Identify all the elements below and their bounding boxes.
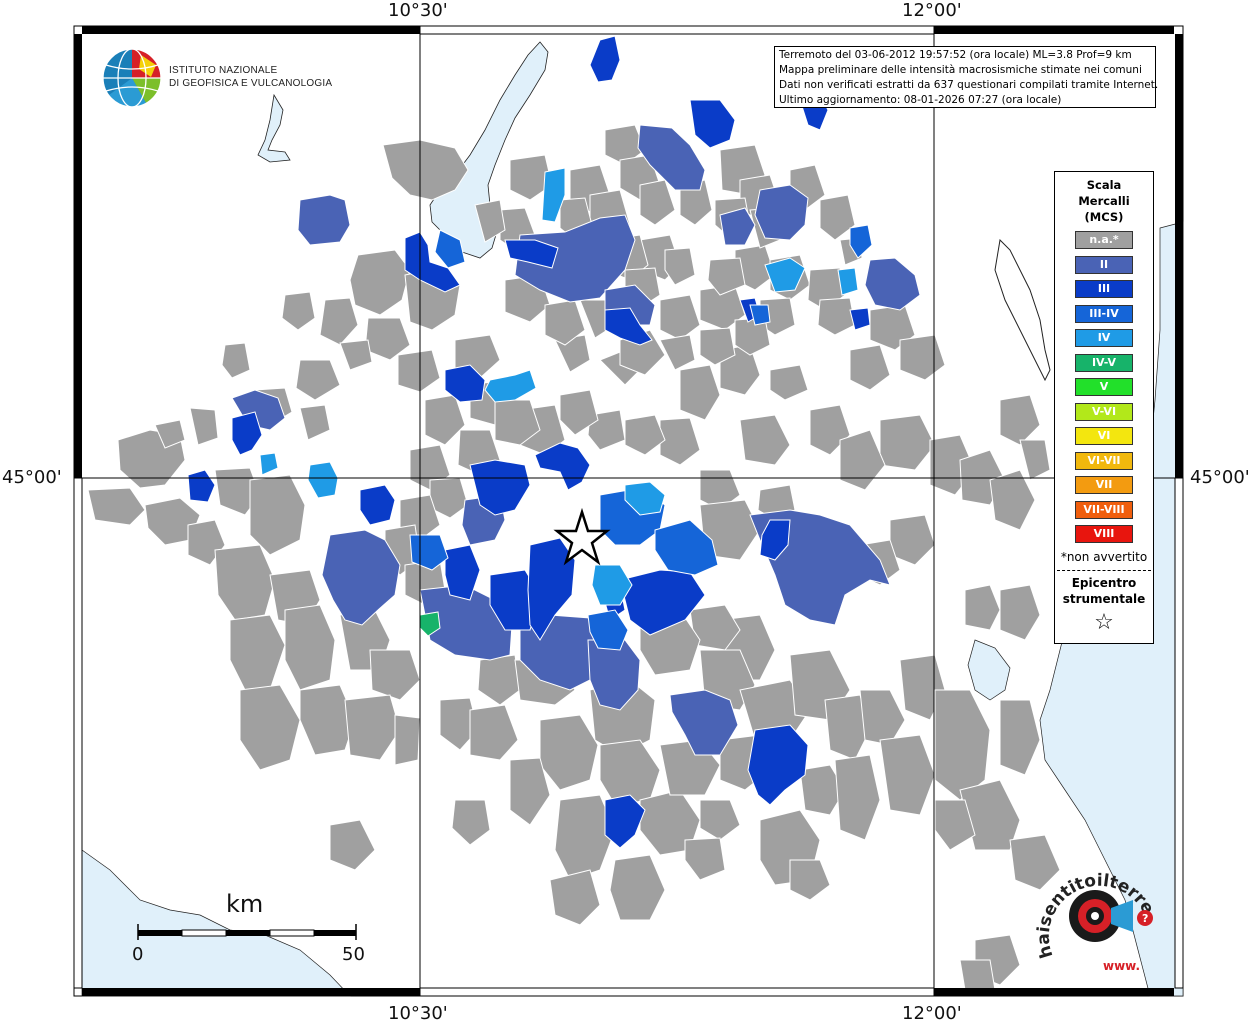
legend-title-line3: (MCS) <box>1084 210 1124 224</box>
lat-label-right: 45°00' <box>1190 467 1250 488</box>
intensity-legend: Scala Mercalli (MCS) n.a.* II III III-IV IV I… <box>1054 171 1154 644</box>
lon-label-bottom-right: 12°00' <box>902 1003 962 1024</box>
ingv-logo-text: ISTITUTO NAZIONALE DI GEOFISICA E VULCAN… <box>169 64 332 90</box>
lake-iseo <box>257 93 291 163</box>
scale-start: 0 <box>132 944 144 965</box>
legend-item-vi-vii: VI-VII <box>1075 451 1133 470</box>
svg-text:?: ? <box>1142 912 1148 925</box>
legend-title: Scala Mercalli (MCS) <box>1055 177 1153 225</box>
lon-label-top-right: 12°00' <box>902 0 962 21</box>
intensity-iii-iv <box>409 224 873 651</box>
scale-end: 50 <box>342 944 365 965</box>
scale-bar <box>137 924 357 940</box>
legend-item-n-a: n.a.* <box>1075 231 1133 249</box>
legend-epicenter-line1: Epicentro <box>1071 575 1137 590</box>
legend-item-v: V <box>1075 378 1133 396</box>
legend-note: *non avvertito <box>1060 549 1148 564</box>
legend-star-icon: ☆ <box>1094 609 1114 635</box>
legend-item-iii-iv: III-IV <box>1075 304 1133 323</box>
legend-item-vii-viii: VII-VIII <box>1075 500 1133 519</box>
scale-unit: km <box>226 890 264 918</box>
legend-title-line2: Mercalli <box>1078 194 1130 208</box>
legend-item-iv: IV <box>1075 329 1133 347</box>
event-info-line3: Dati non verificati estratti da 637 ques… <box>779 79 1159 91</box>
legend-item-vii: VII <box>1075 476 1133 494</box>
frame-ticks <box>73 25 1184 997</box>
haisentito-logo-icon: haisentitoilterremoto.it ? www. <box>1025 856 1158 973</box>
legend-item-vi: VI <box>1075 427 1133 445</box>
legend-epicenter-label: Epicentro strumentale <box>1055 575 1153 607</box>
legend-item-ii: II <box>1075 255 1133 274</box>
legend-item-iii: III <box>1075 280 1133 298</box>
ingv-globe-icon <box>102 48 162 108</box>
lon-label-bottom-left: 10°30' <box>388 1003 448 1024</box>
ingv-line1: ISTITUTO NAZIONALE <box>169 65 278 76</box>
event-info-box: Terremoto del 03-06-2012 19:57:52 (ora l… <box>774 46 1159 108</box>
legend-item-iv-v: IV-V <box>1075 353 1133 372</box>
legend-title-line1: Scala <box>1086 178 1122 192</box>
legend-epicenter-line2: strumentale <box>1062 591 1146 606</box>
site-logo-url-prefix: www. <box>1103 959 1140 973</box>
ingv-line2: DI GEOFISICA E VULCANOLOGIA <box>169 78 333 89</box>
lat-label-left: 45°00' <box>2 467 62 488</box>
event-info-line1: Terremoto del 03-06-2012 19:57:52 (ora l… <box>779 49 1132 61</box>
lon-label-top-left: 10°30' <box>388 0 448 21</box>
intensity-iv <box>259 167 859 606</box>
graticule <box>74 26 1183 996</box>
intensity-iii <box>187 35 871 849</box>
legend-item-viii: VIII <box>1075 525 1133 543</box>
legend-separator <box>1057 569 1151 571</box>
coast-islands <box>994 238 1051 382</box>
epicenter-star <box>553 507 611 566</box>
event-info-line4: Ultimo aggiornamento: 08-01-2026 07:27 (… <box>779 94 1062 106</box>
legend-items: n.a.* II III III-IV IV IV-V V V-VI VI VI-VII VII VI… <box>1055 231 1153 543</box>
lagoon <box>967 639 1011 701</box>
event-info-line2: Mappa preliminare delle intensità macros… <box>779 64 1142 76</box>
legend-item-v-vi: V-VI <box>1075 402 1133 421</box>
